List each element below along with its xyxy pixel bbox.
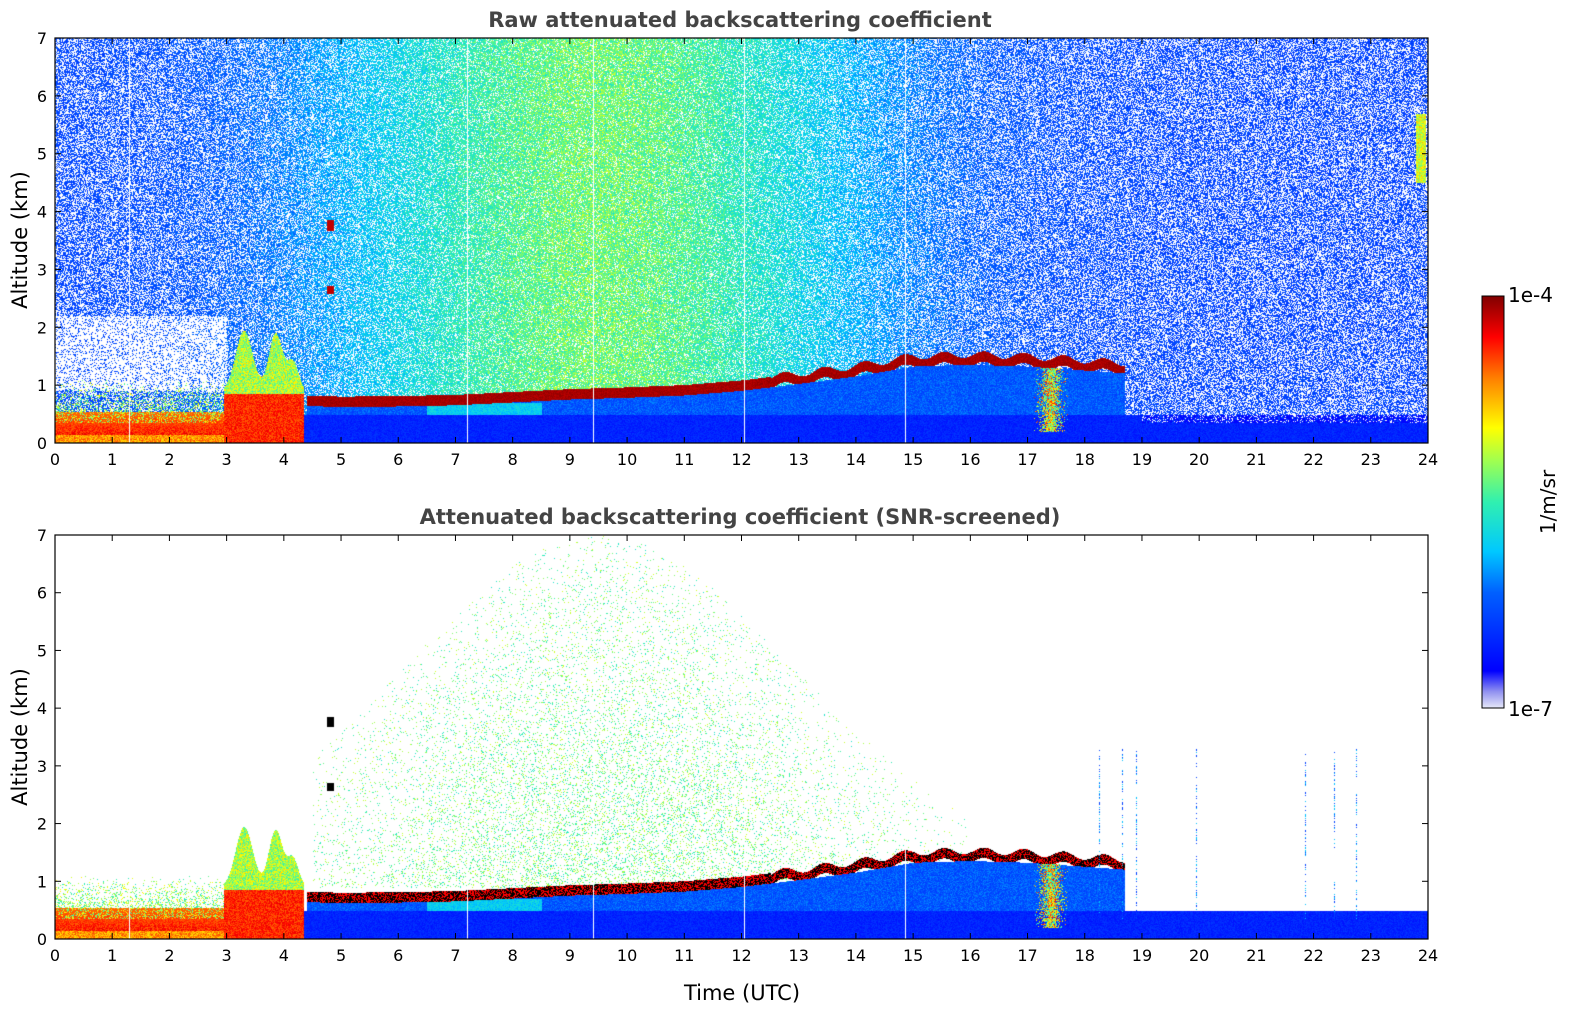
x-tick-label: 7 bbox=[450, 946, 460, 965]
x-tick-label: 19 bbox=[1132, 946, 1152, 965]
x-tick-label: 12 bbox=[731, 946, 751, 965]
raw-y-axis-label: Altitude (km) bbox=[8, 171, 32, 309]
x-tick-label: 24 bbox=[1418, 450, 1438, 469]
x-tick-label: 0 bbox=[50, 450, 60, 469]
y-tick-label: 1 bbox=[37, 376, 47, 395]
screened-axis-ticks: 0 1 2 3 4 5 6 7 8 9 10 11 12 13 14 15 16 17 18 19 20 21 22 23 24… bbox=[37, 526, 1438, 965]
colorbar-max-label: 1e-4 bbox=[1508, 283, 1553, 307]
y-tick-label: 6 bbox=[37, 584, 47, 603]
y-tick-label: 0 bbox=[37, 930, 47, 949]
x-tick-label: 11 bbox=[674, 946, 694, 965]
y-tick-label: 4 bbox=[37, 699, 47, 718]
x-tick-label: 4 bbox=[279, 450, 289, 469]
x-tick-label: 8 bbox=[508, 946, 518, 965]
y-tick-label: 0 bbox=[37, 434, 47, 453]
snr-screened-panel: Attenuated backscattering coefficient (S… bbox=[8, 505, 1438, 1005]
x-tick-label: 3 bbox=[222, 946, 232, 965]
raw-axis-ticks: 0 1 2 3 4 5 6 7 8 9 10 11 12 13 14 15 16 17 18 19 20 21 22 23 24… bbox=[37, 29, 1438, 469]
y-tick-label: 7 bbox=[37, 29, 47, 48]
x-tick-label: 6 bbox=[393, 946, 403, 965]
colorbar-gradient bbox=[1481, 295, 1505, 709]
x-tick-label: 12 bbox=[731, 450, 751, 469]
x-tick-label: 2 bbox=[164, 946, 174, 965]
x-tick-label: 17 bbox=[1017, 450, 1037, 469]
x-tick-label: 19 bbox=[1132, 450, 1152, 469]
x-tick-label: 9 bbox=[565, 946, 575, 965]
x-tick-label: 5 bbox=[336, 946, 346, 965]
raw-backscatter-panel: Raw attenuated backscattering coefficien… bbox=[8, 8, 1438, 469]
x-tick-label: 22 bbox=[1303, 946, 1323, 965]
x-tick-label: 14 bbox=[846, 946, 866, 965]
x-tick-label: 6 bbox=[393, 450, 403, 469]
x-tick-label: 1 bbox=[107, 946, 117, 965]
x-tick-label: 1 bbox=[107, 450, 117, 469]
colorbar: 1e-4 1e-7 1/m/sr bbox=[1481, 283, 1560, 721]
x-tick-label: 3 bbox=[222, 450, 232, 469]
raw-panel-title: Raw attenuated backscattering coefficien… bbox=[488, 8, 992, 32]
x-tick-label: 8 bbox=[508, 450, 518, 469]
colorbar-min-label: 1e-7 bbox=[1508, 697, 1553, 721]
x-tick-label: 14 bbox=[846, 450, 866, 469]
colorbar-unit-label: 1/m/sr bbox=[1536, 469, 1560, 534]
x-tick-label: 18 bbox=[1075, 946, 1095, 965]
x-tick-label: 17 bbox=[1017, 946, 1037, 965]
y-tick-label: 2 bbox=[37, 318, 47, 337]
x-tick-label: 20 bbox=[1189, 946, 1209, 965]
x-tick-label: 16 bbox=[960, 946, 980, 965]
x-tick-label: 23 bbox=[1361, 946, 1381, 965]
x-tick-label: 10 bbox=[617, 946, 637, 965]
x-tick-label: 16 bbox=[960, 450, 980, 469]
x-axis-label: Time (UTC) bbox=[683, 981, 800, 1005]
x-tick-label: 13 bbox=[789, 450, 809, 469]
y-tick-label: 3 bbox=[37, 757, 47, 776]
x-tick-label: 23 bbox=[1361, 450, 1381, 469]
x-tick-label: 9 bbox=[565, 450, 575, 469]
y-tick-label: 5 bbox=[37, 145, 47, 164]
x-tick-label: 7 bbox=[450, 450, 460, 469]
x-tick-label: 15 bbox=[903, 946, 923, 965]
x-tick-label: 21 bbox=[1246, 450, 1266, 469]
x-tick-label: 2 bbox=[164, 450, 174, 469]
screened-panel-title: Attenuated backscattering coefficient (S… bbox=[420, 505, 1061, 529]
x-tick-label: 22 bbox=[1303, 450, 1323, 469]
screened-y-axis-label: Altitude (km) bbox=[8, 668, 32, 806]
x-tick-label: 20 bbox=[1189, 450, 1209, 469]
y-tick-label: 6 bbox=[37, 87, 47, 106]
y-tick-label: 1 bbox=[37, 872, 47, 891]
y-tick-label: 3 bbox=[37, 260, 47, 279]
x-tick-label: 24 bbox=[1418, 946, 1438, 965]
y-tick-label: 5 bbox=[37, 641, 47, 660]
y-tick-label: 4 bbox=[37, 203, 47, 222]
x-tick-label: 18 bbox=[1075, 450, 1095, 469]
x-tick-label: 4 bbox=[279, 946, 289, 965]
x-tick-label: 10 bbox=[617, 450, 637, 469]
x-tick-label: 15 bbox=[903, 450, 923, 469]
x-tick-label: 11 bbox=[674, 450, 694, 469]
x-tick-label: 5 bbox=[336, 450, 346, 469]
y-tick-label: 2 bbox=[37, 815, 47, 834]
x-tick-label: 0 bbox=[50, 946, 60, 965]
y-tick-label: 7 bbox=[37, 526, 47, 545]
x-tick-label: 13 bbox=[789, 946, 809, 965]
x-tick-label: 21 bbox=[1246, 946, 1266, 965]
raw-heatmap-image bbox=[55, 38, 1428, 443]
screened-heatmap-image bbox=[55, 535, 1428, 939]
